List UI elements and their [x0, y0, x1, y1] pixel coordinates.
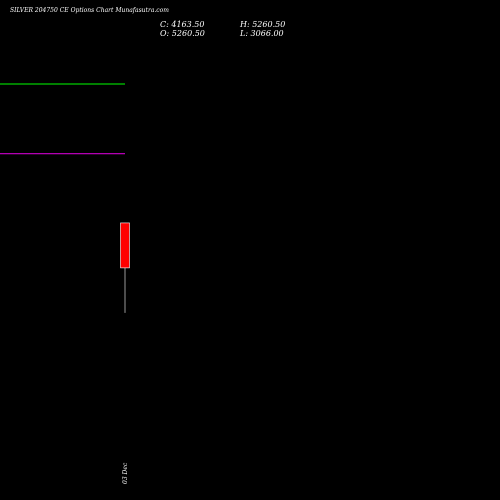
- x-tick-label-0: 03 Dec: [122, 462, 129, 484]
- close-value: C: 4163.50: [160, 20, 205, 29]
- candle-body-0: [120, 222, 130, 269]
- low-value: L: 3066.00: [240, 29, 284, 38]
- open-value: O: 5260.50: [160, 29, 205, 38]
- high-value: H: 5260.50: [240, 20, 286, 29]
- chart-title: SILVER 204750 CE Options Chart Munafasut…: [10, 7, 169, 14]
